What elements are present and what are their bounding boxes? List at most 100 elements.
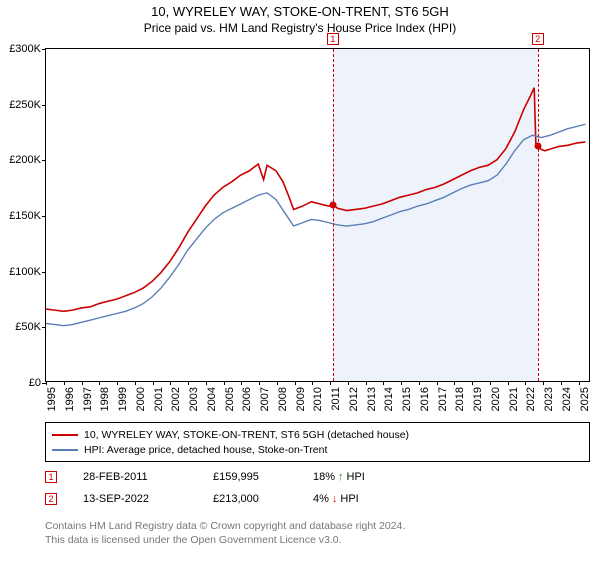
x-tick-label: 1999 — [117, 387, 129, 411]
y-tick-label: £150K — [9, 210, 41, 222]
x-tick-label: 1997 — [82, 387, 94, 411]
x-tick-label: 2023 — [543, 387, 555, 411]
x-tick-label: 2009 — [295, 387, 307, 411]
x-tick-mark — [99, 381, 100, 385]
x-tick-mark — [330, 381, 331, 385]
y-tick-label: £200K — [9, 154, 41, 166]
sale-marker-box: 2 — [45, 493, 57, 505]
x-tick-label: 2022 — [525, 387, 537, 411]
sales-row-diff: 4%↓HPI — [313, 493, 413, 505]
x-tick-mark — [64, 381, 65, 385]
sales-row: 2 13-SEP-2022£213,0004%↓HPI — [45, 488, 413, 510]
x-tick-mark — [117, 381, 118, 385]
x-tick-mark — [277, 381, 278, 385]
attribution-line2: This data is licensed under the Open Gov… — [45, 534, 405, 548]
y-tick-label: £50K — [15, 321, 41, 333]
legend-row: HPI: Average price, detached house, Stok… — [52, 442, 583, 457]
y-tick-label: £250K — [9, 99, 41, 111]
x-tick-label: 2015 — [401, 387, 413, 411]
legend-label: 10, WYRELEY WAY, STOKE-ON-TRENT, ST6 5GH… — [84, 429, 409, 441]
x-tick-label: 2000 — [135, 387, 147, 411]
x-tick-mark — [188, 381, 189, 385]
x-tick-mark — [170, 381, 171, 385]
x-tick-label: 2005 — [224, 387, 236, 411]
x-tick-mark — [46, 381, 47, 385]
x-tick-mark — [543, 381, 544, 385]
sales-row-marker-col: 1 — [45, 471, 83, 483]
x-tick-label: 2019 — [472, 387, 484, 411]
x-tick-mark — [419, 381, 420, 385]
chart-title: 10, WYRELEY WAY, STOKE-ON-TRENT, ST6 5GH — [0, 4, 600, 19]
y-tick-mark — [42, 272, 46, 273]
x-tick-label: 1998 — [99, 387, 111, 411]
y-tick-mark — [42, 105, 46, 106]
legend-swatch — [52, 434, 78, 436]
sales-row-diff-vs: HPI — [347, 471, 365, 483]
sale-vline — [538, 49, 539, 381]
plot-area: 12 £0£50K£100K£150K£200K£250K£300K199519… — [45, 48, 590, 382]
chart-subtitle: Price paid vs. HM Land Registry's House … — [0, 21, 600, 35]
sales-row-diff-vs: HPI — [340, 493, 358, 505]
x-tick-mark — [525, 381, 526, 385]
x-tick-label: 2001 — [153, 387, 165, 411]
x-tick-mark — [490, 381, 491, 385]
x-tick-mark — [259, 381, 260, 385]
attribution-line1: Contains HM Land Registry data © Crown c… — [45, 520, 405, 534]
x-tick-label: 2010 — [312, 387, 324, 411]
diff-arrow-icon: ↑ — [338, 471, 344, 483]
x-tick-label: 2008 — [277, 387, 289, 411]
x-tick-mark — [508, 381, 509, 385]
sales-row-diff-pct: 4% — [313, 493, 329, 505]
x-tick-mark — [135, 381, 136, 385]
legend-box: 10, WYRELEY WAY, STOKE-ON-TRENT, ST6 5GH… — [45, 422, 590, 462]
x-tick-label: 2018 — [454, 387, 466, 411]
sale-dot — [534, 142, 541, 149]
y-tick-mark — [42, 216, 46, 217]
x-tick-label: 2014 — [383, 387, 395, 411]
x-tick-label: 2025 — [579, 387, 591, 411]
y-tick-label: £300K — [9, 43, 41, 55]
x-tick-label: 2024 — [561, 387, 573, 411]
x-tick-mark — [312, 381, 313, 385]
sales-row: 128-FEB-2011£159,99518%↑HPI — [45, 466, 413, 488]
x-tick-label: 2006 — [241, 387, 253, 411]
x-tick-label: 2017 — [437, 387, 449, 411]
sales-row-date: 13-SEP-2022 — [83, 493, 213, 505]
x-tick-label: 1996 — [64, 387, 76, 411]
attribution-text: Contains HM Land Registry data © Crown c… — [45, 520, 405, 547]
sales-row-date: 28-FEB-2011 — [83, 471, 213, 483]
sales-row-price: £213,000 — [213, 493, 313, 505]
y-tick-mark — [42, 327, 46, 328]
y-tick-label: £0 — [29, 377, 41, 389]
x-tick-mark — [561, 381, 562, 385]
x-tick-label: 2003 — [188, 387, 200, 411]
sale-marker-box: 1 — [327, 33, 339, 45]
x-tick-label: 2020 — [490, 387, 502, 411]
x-tick-label: 1995 — [46, 387, 58, 411]
x-tick-label: 2021 — [508, 387, 520, 411]
sales-row-diff-pct: 18% — [313, 471, 335, 483]
y-tick-mark — [42, 160, 46, 161]
legend-label: HPI: Average price, detached house, Stok… — [84, 444, 327, 456]
sales-table: 128-FEB-2011£159,99518%↑HPI213-SEP-2022£… — [45, 466, 413, 510]
x-tick-label: 2007 — [259, 387, 271, 411]
line-series-svg — [46, 49, 589, 381]
x-tick-label: 2011 — [330, 387, 342, 411]
x-tick-mark — [348, 381, 349, 385]
x-tick-mark — [82, 381, 83, 385]
x-tick-mark — [206, 381, 207, 385]
y-tick-mark — [42, 49, 46, 50]
legend-swatch — [52, 449, 78, 451]
x-tick-mark — [383, 381, 384, 385]
x-tick-mark — [241, 381, 242, 385]
legend-row: 10, WYRELEY WAY, STOKE-ON-TRENT, ST6 5GH… — [52, 427, 583, 442]
series-property — [46, 88, 585, 312]
x-tick-label: 2004 — [206, 387, 218, 411]
sale-marker-box: 2 — [532, 33, 544, 45]
x-tick-mark — [295, 381, 296, 385]
x-tick-mark — [366, 381, 367, 385]
sale-marker-box: 1 — [45, 471, 57, 483]
sales-row-diff: 18%↑HPI — [313, 471, 413, 483]
x-tick-label: 2002 — [170, 387, 182, 411]
chart-container: 10, WYRELEY WAY, STOKE-ON-TRENT, ST6 5GH… — [0, 4, 600, 564]
